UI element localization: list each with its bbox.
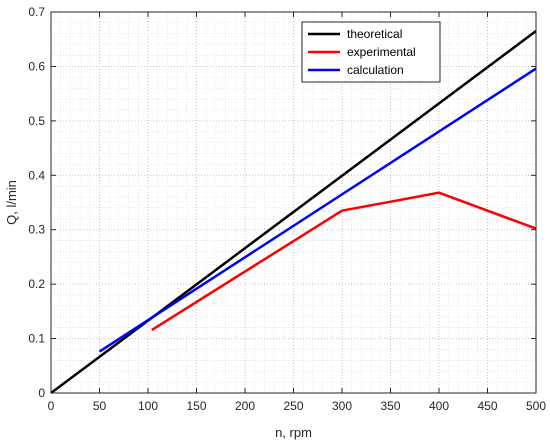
x-tick-label: 500: [526, 399, 546, 413]
y-tick-label: 0.4: [28, 168, 45, 182]
x-tick-label: 50: [93, 399, 107, 413]
x-tick-label: 450: [477, 399, 497, 413]
x-tick-label: 400: [429, 399, 449, 413]
x-tick-label: 250: [283, 399, 303, 413]
legend-entry-calculation: calculation: [347, 63, 404, 77]
x-axis-ticks: 0 50 100 150 200 250 300 350 400 450 500: [48, 12, 546, 413]
y-tick-label: 0.6: [28, 59, 45, 73]
y-tick-label: 0.2: [28, 277, 45, 291]
y-axis-label: Q, l/min: [4, 180, 19, 225]
x-tick-label: 350: [380, 399, 400, 413]
series-layer: [50, 29, 537, 395]
x-tick-label: 100: [138, 399, 158, 413]
y-tick-label: 0.1: [28, 332, 45, 346]
y-tick-label: 0.3: [28, 223, 45, 237]
y-tick-label: 0.7: [28, 5, 45, 19]
legend: theoretical experimental calculation: [301, 21, 441, 83]
series-line-theoretical: [50, 29, 537, 395]
x-axis-label: n, rpm: [275, 425, 312, 440]
x-tick-label: 200: [235, 399, 255, 413]
y-tick-label: 0: [38, 386, 45, 400]
x-tick-label: 300: [332, 399, 352, 413]
x-tick-label: 150: [186, 399, 206, 413]
y-axis-ticks: 0 0.1 0.2 0.3 0.4 0.5 0.6 0.7: [28, 5, 536, 400]
series-line-calculation: [98, 67, 537, 353]
x-tick-label: 0: [48, 399, 55, 413]
legend-entry-experimental: experimental: [347, 45, 416, 59]
y-tick-label: 0.5: [28, 114, 45, 128]
series-line-experimental: [151, 191, 537, 331]
legend-entry-theoretical: theoretical: [347, 27, 402, 41]
